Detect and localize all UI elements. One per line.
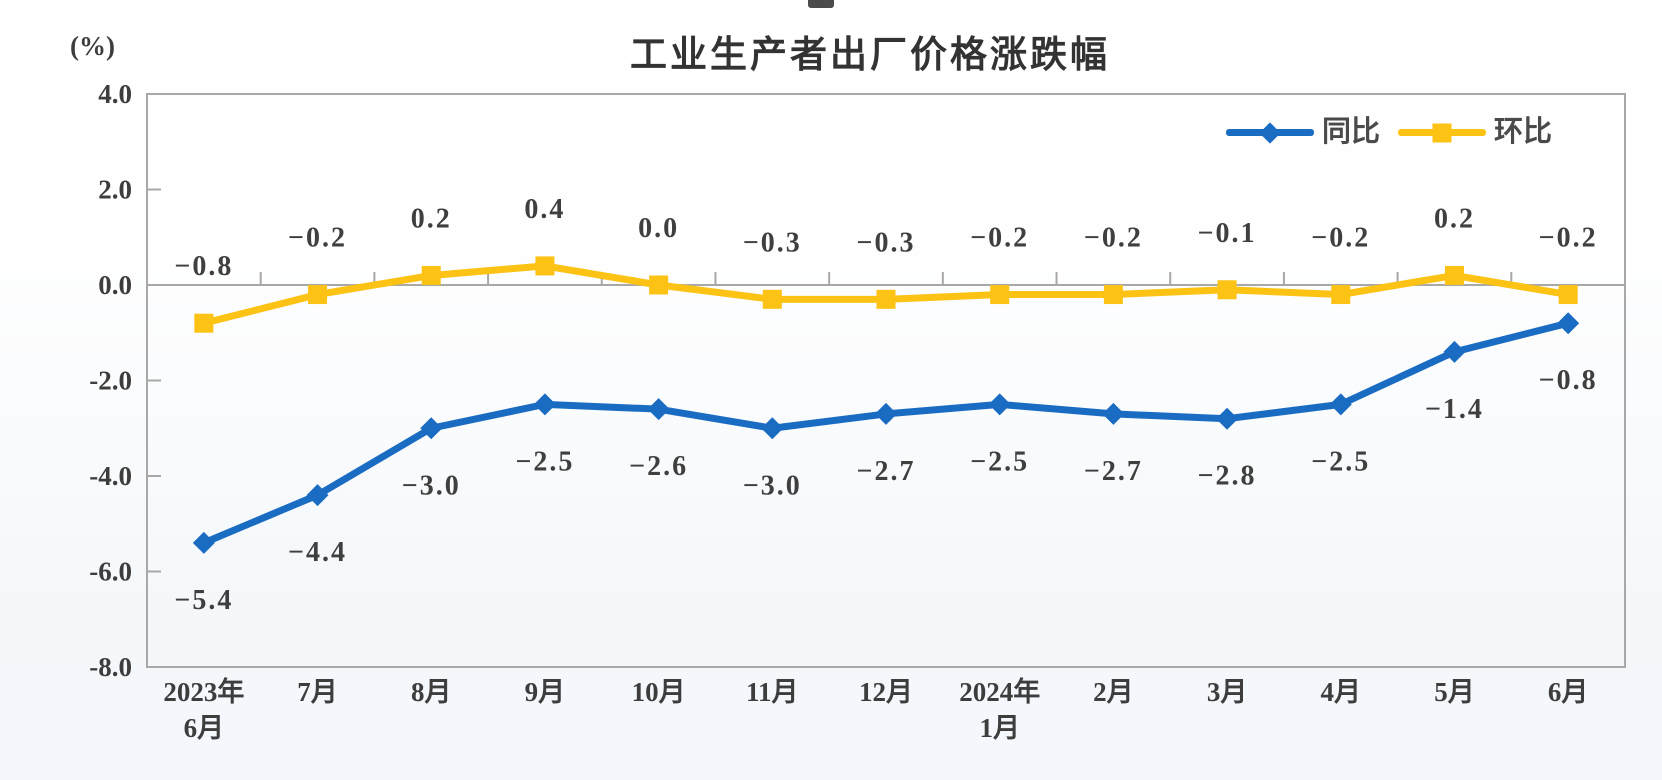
data-label-yoy: −2.5 <box>1311 446 1370 477</box>
y-tick-label: 2.0 <box>98 175 132 205</box>
marker-yoy <box>647 398 670 421</box>
y-tick-label: -8.0 <box>89 652 132 682</box>
data-label-mom: −0.2 <box>288 223 347 254</box>
data-label-yoy: −2.7 <box>1084 456 1143 487</box>
marker-mom <box>194 313 214 333</box>
marker-yoy <box>1102 402 1125 425</box>
data-label-mom: 0.2 <box>411 203 452 234</box>
data-label-mom: −0.3 <box>743 227 802 258</box>
marker-yoy <box>1443 340 1466 363</box>
y-tick-label: -6.0 <box>89 557 132 587</box>
x-tick-label: 12月 <box>859 677 913 707</box>
data-label-yoy: −4.4 <box>288 537 347 568</box>
legend-label-yoy: 同比 <box>1322 116 1381 148</box>
marker-yoy <box>875 402 897 425</box>
data-label-yoy: −2.7 <box>857 456 916 487</box>
x-tick-label: 3月 <box>1207 677 1248 707</box>
marker-mom <box>990 285 1010 305</box>
marker-mom <box>649 275 669 295</box>
data-label-yoy: −2.8 <box>1198 461 1257 492</box>
data-label-mom: 0.0 <box>638 213 679 244</box>
marker-yoy <box>192 531 215 554</box>
x-tick-label: 6月 <box>1548 677 1589 707</box>
x-tick-label: 2023年 6月 <box>163 676 244 743</box>
series-line-yoy <box>200 319 1572 547</box>
cropped-text-artifact <box>808 0 834 8</box>
x-tick-label: 11月 <box>746 677 799 707</box>
marker-mom <box>876 289 896 309</box>
marker-mom <box>535 256 555 276</box>
marker-mom <box>308 285 328 305</box>
legend-label-mom: 环比 <box>1494 116 1553 148</box>
marker-yoy <box>306 484 329 507</box>
marker-yoy <box>988 393 1011 416</box>
y-axis-unit-label: (%) <box>70 31 115 61</box>
marker-yoy <box>533 393 556 416</box>
y-tick-label: 0.0 <box>98 270 132 300</box>
marker-yoy <box>761 417 784 440</box>
marker-yoy <box>1557 312 1580 335</box>
marker-yoy <box>1216 407 1239 430</box>
yoy-line-sample <box>1226 121 1314 144</box>
x-tick-label: 4月 <box>1321 677 1362 707</box>
x-tick-label: 10月 <box>632 677 686 707</box>
diamond-marker-icon <box>1259 121 1281 144</box>
data-label-mom: −0.2 <box>970 223 1029 254</box>
data-label-yoy: −2.5 <box>970 446 1029 477</box>
data-label-mom: −0.2 <box>1084 223 1143 254</box>
x-tick-label: 8月 <box>411 677 452 707</box>
data-label-mom: −0.8 <box>174 251 233 282</box>
x-tick-label: 5月 <box>1434 677 1475 707</box>
legend: 同比 环比 <box>1226 118 1552 147</box>
marker-mom <box>1444 265 1464 285</box>
marker-mom <box>1103 285 1123 305</box>
data-label-yoy: −0.8 <box>1539 365 1598 396</box>
marker-yoy <box>1329 393 1352 416</box>
data-label-yoy: −3.0 <box>402 470 461 501</box>
x-tick-label: 7月 <box>297 677 338 707</box>
plot-border <box>146 93 1626 668</box>
data-label-yoy: −5.4 <box>174 585 233 616</box>
data-label-mom: −0.3 <box>857 227 916 258</box>
data-label-yoy: −1.4 <box>1425 394 1484 425</box>
legend-item-yoy: 同比 <box>1226 118 1380 147</box>
marker-yoy <box>420 417 443 440</box>
chart-title: 工业生产者出厂价格涨跌幅 <box>630 34 1110 75</box>
y-tick-label: -2.0 <box>89 366 132 396</box>
y-tick-label: -4.0 <box>89 461 132 491</box>
data-label-mom: 0.2 <box>1434 203 1475 234</box>
legend-item-mom: 环比 <box>1398 118 1552 147</box>
data-label-yoy: −2.5 <box>515 446 574 477</box>
data-label-mom: 0.4 <box>524 194 565 225</box>
square-marker-icon <box>1432 123 1452 142</box>
x-tick-label: 9月 <box>525 677 566 707</box>
data-label-mom: −0.1 <box>1198 218 1257 249</box>
marker-mom <box>762 289 782 309</box>
data-label-mom: −0.2 <box>1539 223 1598 254</box>
data-label-mom: −0.2 <box>1311 223 1370 254</box>
mom-line-sample <box>1398 123 1487 142</box>
marker-mom <box>1217 280 1237 300</box>
data-label-yoy: −2.6 <box>629 451 688 482</box>
marker-mom <box>1331 285 1351 305</box>
marker-mom <box>1558 285 1578 305</box>
data-label-yoy: −3.0 <box>743 470 802 501</box>
x-tick-label: 2024年 1月 <box>959 676 1040 743</box>
x-tick-label: 2月 <box>1093 677 1134 707</box>
marker-mom <box>421 265 441 285</box>
y-tick-label: 4.0 <box>98 79 132 109</box>
